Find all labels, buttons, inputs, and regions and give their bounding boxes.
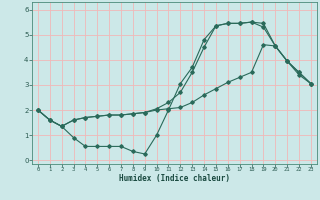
X-axis label: Humidex (Indice chaleur): Humidex (Indice chaleur) <box>119 174 230 183</box>
